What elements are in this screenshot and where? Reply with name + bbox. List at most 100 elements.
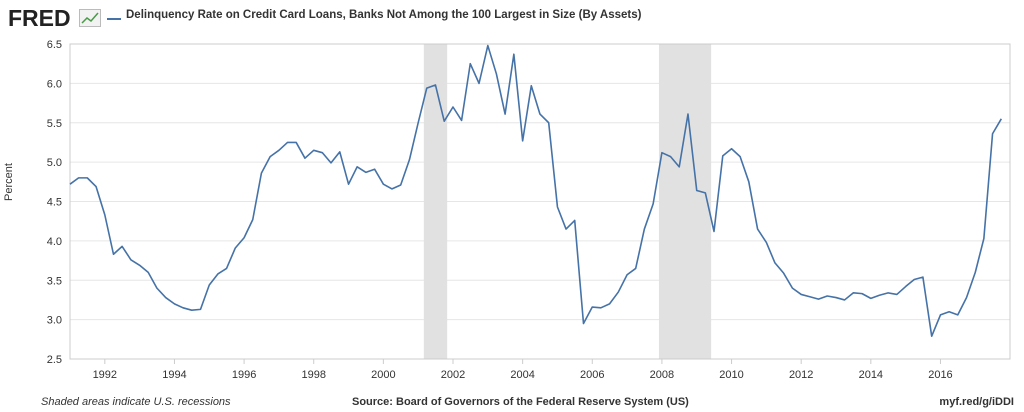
data-point[interactable] [241,235,247,241]
data-point[interactable] [258,170,264,176]
data-point[interactable] [302,155,308,161]
data-point[interactable] [180,305,186,311]
data-point[interactable] [528,83,534,89]
data-point[interactable] [441,118,447,124]
data-point[interactable] [67,181,73,187]
data-point[interactable] [546,120,552,126]
data-point[interactable] [145,269,151,275]
data-point[interactable] [232,245,238,251]
data-point[interactable] [946,309,952,315]
data-point[interactable] [842,297,848,303]
data-point[interactable] [668,154,674,160]
data-point[interactable] [746,179,752,185]
data-point[interactable] [702,190,708,196]
data-point[interactable] [189,307,195,313]
data-point[interactable] [876,292,882,298]
data-point[interactable] [607,301,613,307]
data-point[interactable] [685,111,691,117]
data-point[interactable] [580,321,586,327]
data-point[interactable] [624,272,630,278]
data-point[interactable] [197,306,203,312]
data-point[interactable] [903,284,909,290]
data-point[interactable] [885,290,891,296]
data-point[interactable] [789,285,795,291]
data-point[interactable] [929,333,935,339]
data-point[interactable] [467,61,473,67]
data-point[interactable] [432,82,438,88]
data-point[interactable] [93,184,99,190]
data-point[interactable] [319,150,325,156]
data-point[interactable] [563,226,569,232]
data-point[interactable] [850,290,856,296]
data-point[interactable] [520,138,526,144]
data-point[interactable] [267,154,273,160]
data-point[interactable] [215,271,221,277]
data-point[interactable] [380,181,386,187]
data-point[interactable] [589,304,595,310]
data-point[interactable] [493,71,499,77]
data-point[interactable] [781,270,787,276]
data-point[interactable] [676,164,682,170]
data-point[interactable] [311,147,317,153]
data-point[interactable] [119,243,125,249]
data-point[interactable] [911,276,917,282]
data-point[interactable] [894,291,900,297]
data-point[interactable] [276,147,282,153]
data-point[interactable] [755,226,761,232]
data-point[interactable] [955,312,961,318]
data-point[interactable] [354,164,360,170]
data-point[interactable] [137,262,143,268]
data-point[interactable] [154,285,160,291]
data-point[interactable] [859,291,865,297]
data-point[interactable] [824,293,830,299]
data-point[interactable] [372,166,378,172]
data-point[interactable] [206,282,212,288]
data-point[interactable] [459,117,465,123]
data-point[interactable] [981,236,987,242]
data-point[interactable] [772,260,778,266]
data-point[interactable] [406,157,412,163]
data-point[interactable] [937,312,943,318]
data-point[interactable] [868,295,874,301]
data-point[interactable] [554,204,560,210]
data-point[interactable] [163,295,169,301]
data-point[interactable] [511,51,517,57]
data-point[interactable] [537,111,543,117]
data-point[interactable] [84,175,90,181]
data-point[interactable] [293,139,299,145]
data-point[interactable] [284,139,290,145]
data-point[interactable] [972,269,978,275]
data-point[interactable] [615,289,621,295]
data-point[interactable] [659,150,665,156]
data-point[interactable] [224,265,230,271]
data-point[interactable] [729,146,735,152]
data-point[interactable] [920,274,926,280]
data-point[interactable] [502,111,508,117]
data-point[interactable] [328,160,334,166]
data-point[interactable] [110,251,116,257]
data-point[interactable] [476,80,482,86]
data-point[interactable] [737,154,743,160]
data-point[interactable] [346,181,352,187]
data-point[interactable] [633,265,639,271]
data-point[interactable] [694,187,700,193]
data-point[interactable] [128,257,134,263]
data-point[interactable] [171,301,177,307]
data-point[interactable] [807,294,813,300]
data-point[interactable] [598,305,604,311]
data-point[interactable] [415,120,421,126]
data-point[interactable] [424,85,430,91]
fred-logo[interactable]: FRED [8,5,71,31]
data-point[interactable] [250,217,256,223]
data-point[interactable] [337,149,343,155]
data-point[interactable] [763,239,769,245]
data-point[interactable] [711,228,717,234]
data-point[interactable] [398,182,404,188]
data-point[interactable] [833,295,839,301]
data-point[interactable] [485,43,491,49]
data-point[interactable] [964,295,970,301]
data-point[interactable] [998,116,1004,122]
data-point[interactable] [641,226,647,232]
data-point[interactable] [76,175,82,181]
data-point[interactable] [572,217,578,223]
